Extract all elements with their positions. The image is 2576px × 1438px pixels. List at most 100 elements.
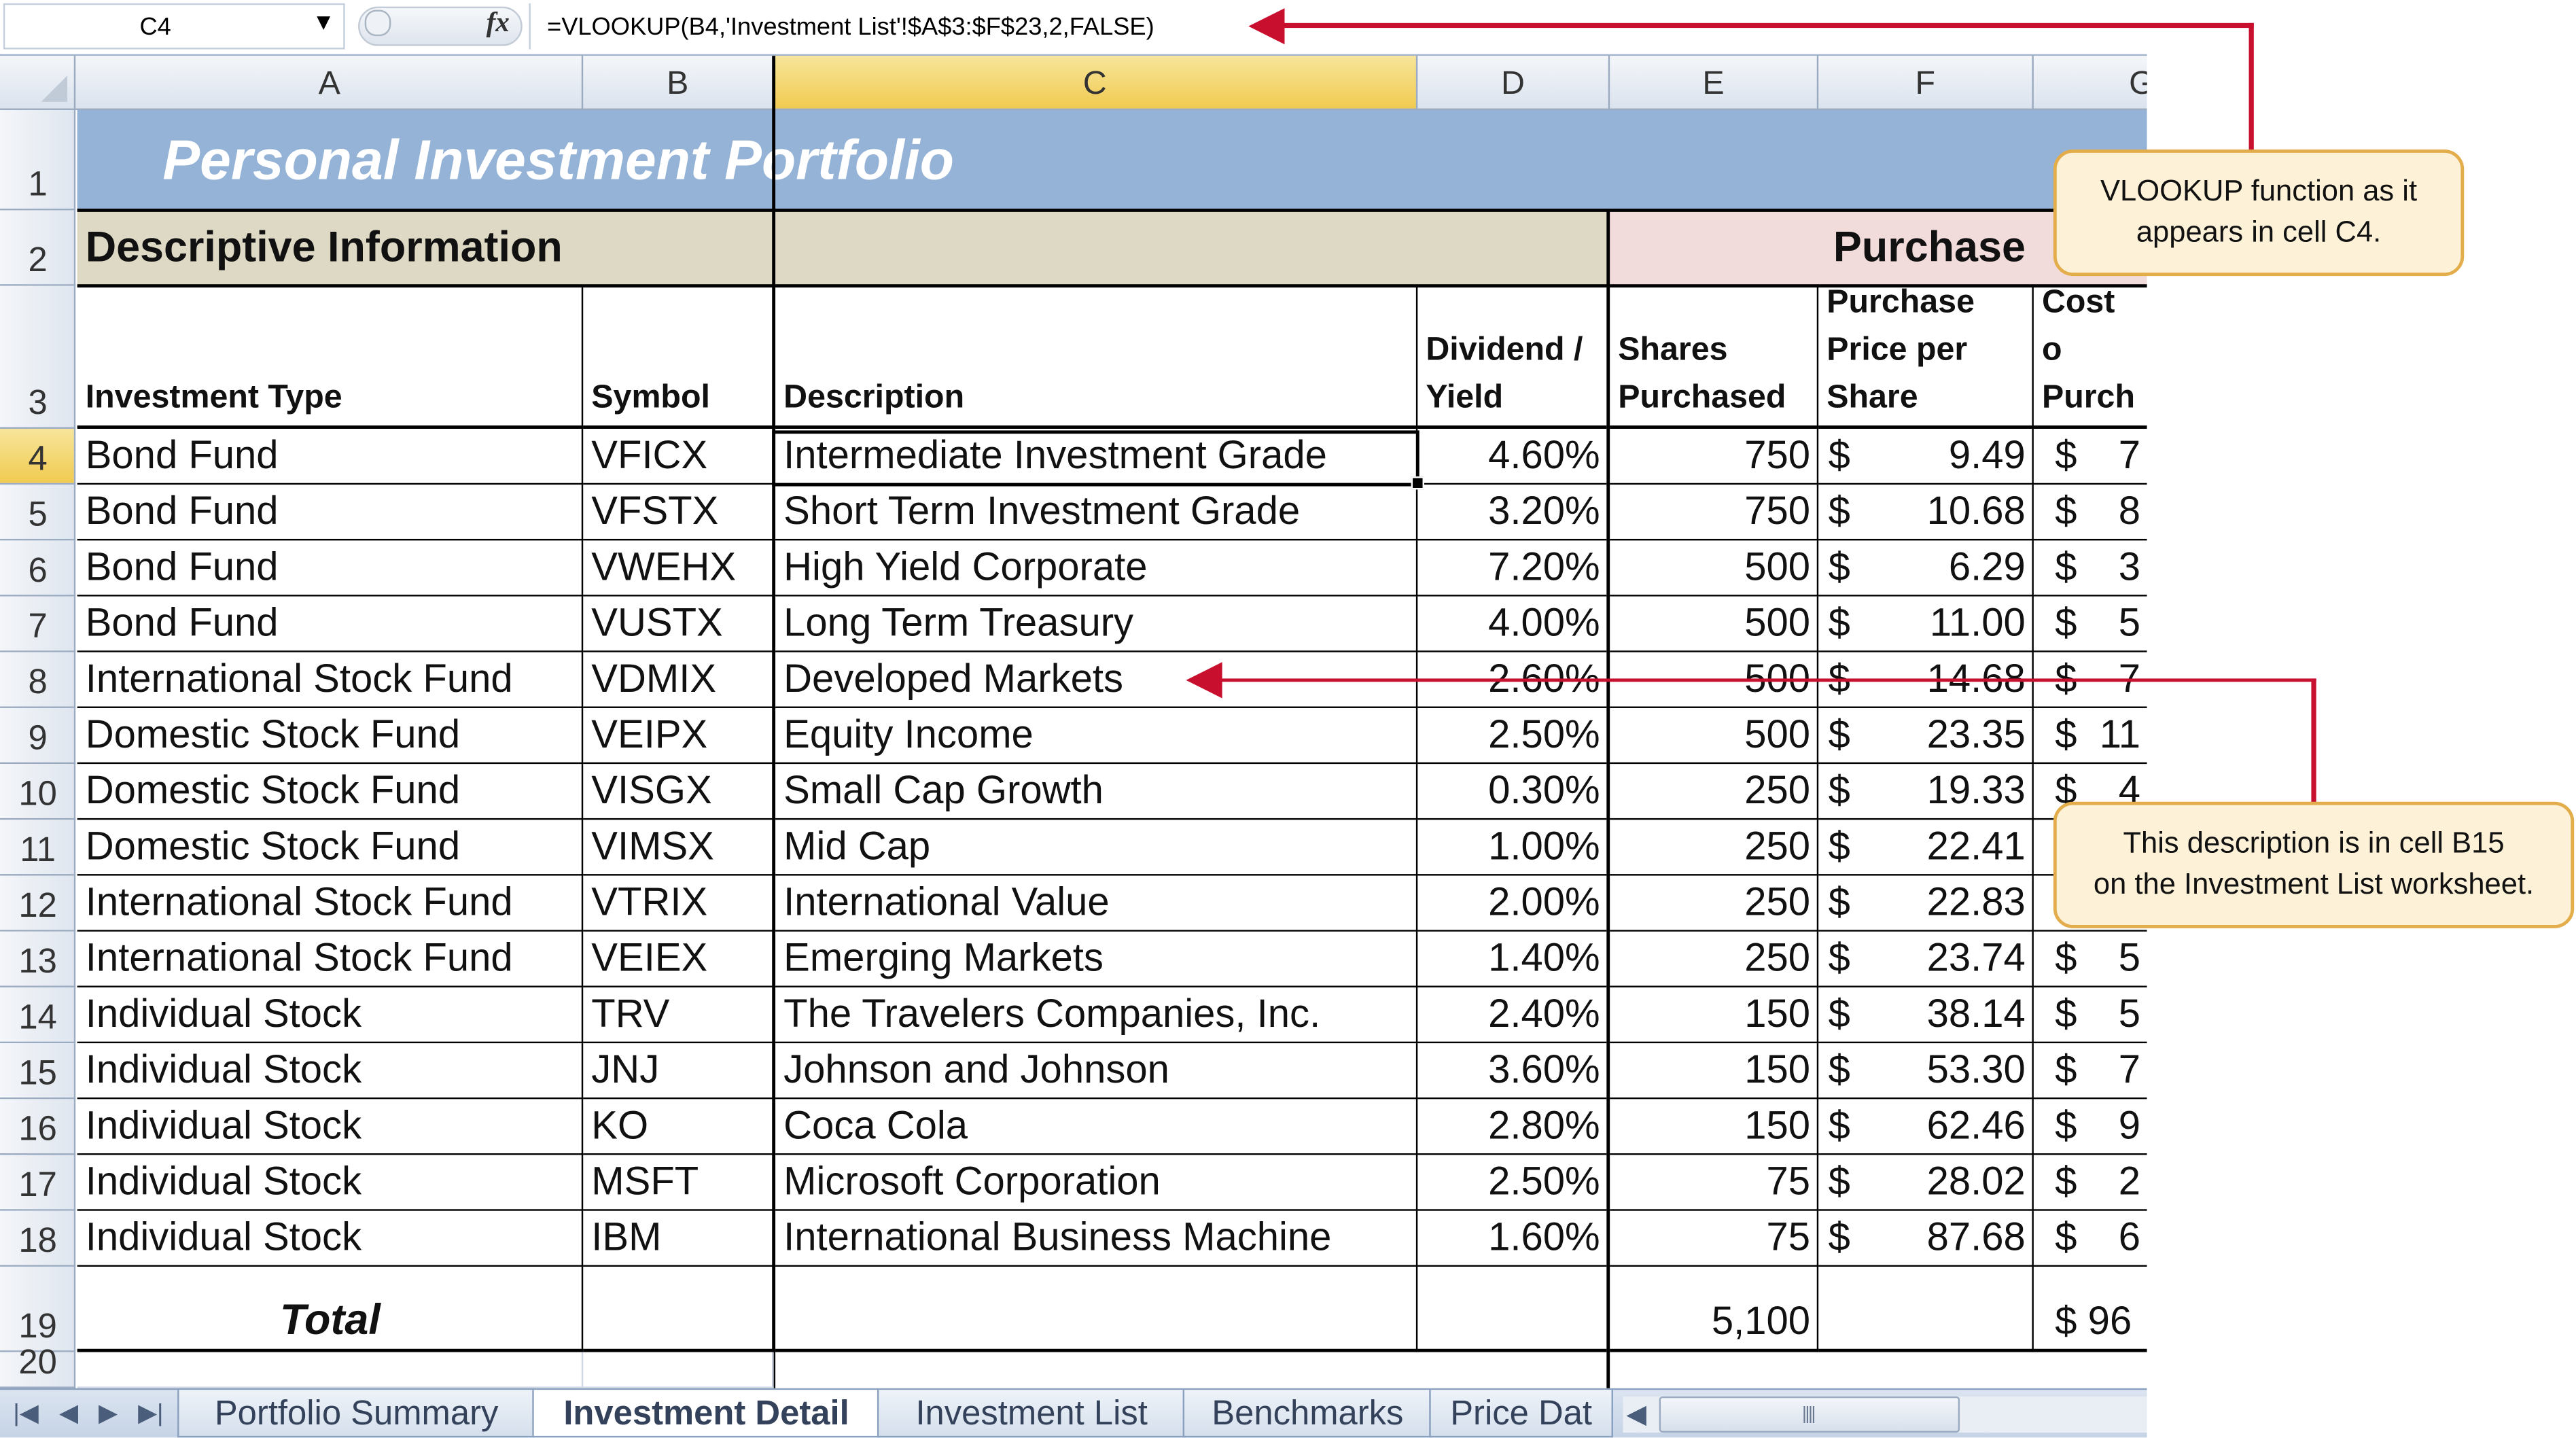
cell-type[interactable]: Domestic Stock Fund (77, 764, 584, 820)
cell-description[interactable]: Emerging Markets (775, 931, 1418, 987)
cell-shares[interactable]: 750 (1610, 485, 1819, 541)
cell-price[interactable]: $28.02 (1818, 1155, 2034, 1211)
row-header-1[interactable]: 1 (0, 109, 76, 211)
cell-type[interactable]: International Stock Fund (77, 931, 584, 987)
insert-function-icon[interactable]: fx (487, 7, 510, 39)
cell-cost[interactable]: $5 (2033, 932, 2147, 987)
cell-type[interactable]: Bond Fund (77, 428, 584, 485)
header-symbol[interactable]: Symbol (583, 286, 774, 429)
cell-description[interactable]: High Yield Corporate (775, 540, 1418, 597)
cell-price[interactable]: $53.30 (1818, 1043, 2034, 1100)
cell-cost[interactable]: $9 (2033, 1099, 2147, 1155)
chevron-down-icon[interactable]: ▼ (312, 8, 335, 35)
row-header-15[interactable]: 15 (0, 1043, 76, 1100)
column-header-a[interactable]: A (77, 56, 584, 109)
column-header-f[interactable]: F (1818, 56, 2034, 109)
column-header-d[interactable]: D (1417, 56, 1610, 109)
horizontal-scrollbar[interactable]: ◀ |||| (1623, 1396, 2147, 1433)
row-header-7[interactable]: 7 (0, 596, 76, 652)
cell-price[interactable]: $23.35 (1818, 707, 2034, 765)
cell-yield[interactable]: 2.40% (1417, 987, 1607, 1044)
cell-cost[interactable]: $5 (2033, 987, 2147, 1044)
cell-price[interactable]: $6.29 (1818, 540, 2034, 597)
cell-yield[interactable]: 4.60% (1417, 429, 1607, 485)
header-dividend-yield[interactable]: Dividend / Yield (1417, 286, 1607, 429)
cell-yield[interactable]: 7.20% (1417, 540, 1607, 597)
row-header-18[interactable]: 18 (0, 1210, 76, 1267)
cell-type[interactable]: International Stock Fund (77, 875, 584, 932)
cell-type[interactable]: International Stock Fund (77, 652, 584, 708)
cell-price[interactable]: $87.68 (1818, 1210, 2034, 1267)
cell-shares[interactable]: 750 (1610, 428, 1819, 485)
cell-type[interactable]: Individual Stock (77, 1210, 584, 1267)
total-shares-cell[interactable]: 5,100 (1610, 1266, 1819, 1352)
header-shares-purchased[interactable]: Shares Purchased (1610, 285, 1819, 429)
cell-yield[interactable]: 4.00% (1417, 597, 1607, 652)
header-cost-of-purchase[interactable]: Cost o Purch (2033, 286, 2147, 429)
cell-cost[interactable]: $2 (2033, 1155, 2147, 1211)
cell-symbol[interactable]: VIMSX (583, 820, 774, 876)
cell-shares[interactable]: 250 (1610, 875, 1819, 932)
cell-price[interactable]: $23.74 (1818, 931, 2034, 987)
tab-portfolio-summary[interactable]: Portfolio Summary (177, 1390, 536, 1438)
name-box[interactable]: C4 ▼ (3, 3, 345, 50)
cell-description[interactable]: International Value (775, 875, 1418, 932)
cell-shares[interactable]: 500 (1610, 540, 1819, 597)
cell-yield[interactable]: 2.00% (1417, 876, 1607, 932)
cell-price[interactable]: $9.49 (1818, 428, 2034, 485)
cell-shares[interactable]: 150 (1610, 1043, 1819, 1100)
column-header-g[interactable]: G (2034, 56, 2147, 108)
cell-type[interactable]: Individual Stock (77, 1155, 584, 1211)
cell-description[interactable]: Equity Income (775, 707, 1418, 765)
cell-shares[interactable]: 500 (1610, 596, 1819, 652)
total-label-cell[interactable]: Total (77, 1266, 584, 1352)
row-header-6[interactable]: 6 (0, 540, 76, 597)
row-header-14[interactable]: 14 (0, 987, 76, 1044)
cell-symbol[interactable]: VEIPX (583, 708, 774, 765)
row-header-20[interactable]: 20 (0, 1344, 76, 1388)
row-header-2[interactable]: 2 (0, 210, 76, 286)
cell-price[interactable]: $38.14 (1818, 987, 2034, 1044)
cell-cost[interactable]: $7 (2033, 1043, 2147, 1100)
cell-yield[interactable]: 2.50% (1417, 1155, 1607, 1211)
header-investment-type[interactable]: Investment Type (77, 285, 584, 429)
total-yield-cell[interactable] (1417, 1267, 1607, 1352)
cell-type[interactable]: Bond Fund (77, 540, 584, 597)
cell-cost[interactable]: $6 (2033, 1211, 2147, 1267)
cell-a20[interactable] (77, 1352, 584, 1388)
total-cost-cell[interactable]: $ 96 (2033, 1267, 2147, 1352)
cell-symbol[interactable]: JNJ (583, 1043, 774, 1100)
cell-symbol[interactable]: TRV (583, 987, 774, 1044)
cell-cost[interactable]: $7 (2033, 429, 2147, 485)
cell-description[interactable]: Developed Markets (775, 652, 1418, 708)
cell-price[interactable]: $22.41 (1818, 820, 2034, 876)
tab-investment-list[interactable]: Investment List (877, 1390, 1186, 1438)
header-description[interactable]: Description (775, 285, 1418, 429)
row-header-10[interactable]: 10 (0, 764, 76, 820)
cell-symbol[interactable]: IBM (583, 1211, 774, 1267)
first-sheet-icon[interactable]: |◀ (13, 1399, 39, 1428)
cell-description[interactable]: Microsoft Corporation (775, 1155, 1418, 1211)
column-header-b[interactable]: B (583, 56, 774, 109)
cell-shares[interactable]: 250 (1610, 764, 1819, 820)
cell-price[interactable]: $22.83 (1818, 875, 2034, 932)
fill-handle[interactable] (1411, 476, 1424, 490)
last-sheet-icon[interactable]: ▶| (138, 1399, 164, 1428)
cell-b20[interactable] (583, 1352, 774, 1388)
row-header-17[interactable]: 17 (0, 1155, 76, 1211)
row-header-13[interactable]: 13 (0, 931, 76, 987)
cell-shares[interactable]: 500 (1610, 707, 1819, 765)
cell-type[interactable]: Domestic Stock Fund (77, 707, 584, 765)
cell-shares[interactable]: 250 (1610, 820, 1819, 876)
row-header-12[interactable]: 12 (0, 875, 76, 932)
cell-shares[interactable]: 75 (1610, 1210, 1819, 1267)
cell-description[interactable]: Johnson and Johnson (775, 1043, 1418, 1100)
cell-symbol[interactable]: VDMIX (583, 652, 774, 708)
row-header-8[interactable]: 8 (0, 652, 76, 708)
cell-type[interactable]: Domestic Stock Fund (77, 820, 584, 876)
cell-yield[interactable]: 0.30% (1417, 764, 1607, 820)
cell-type[interactable]: Individual Stock (77, 1099, 584, 1155)
select-all-button[interactable] (0, 56, 76, 109)
cell-symbol[interactable]: VTRIX (583, 876, 774, 932)
formula-input[interactable]: =VLOOKUP(B4,'Investment List'!$A$3:$F$23… (529, 3, 2147, 50)
